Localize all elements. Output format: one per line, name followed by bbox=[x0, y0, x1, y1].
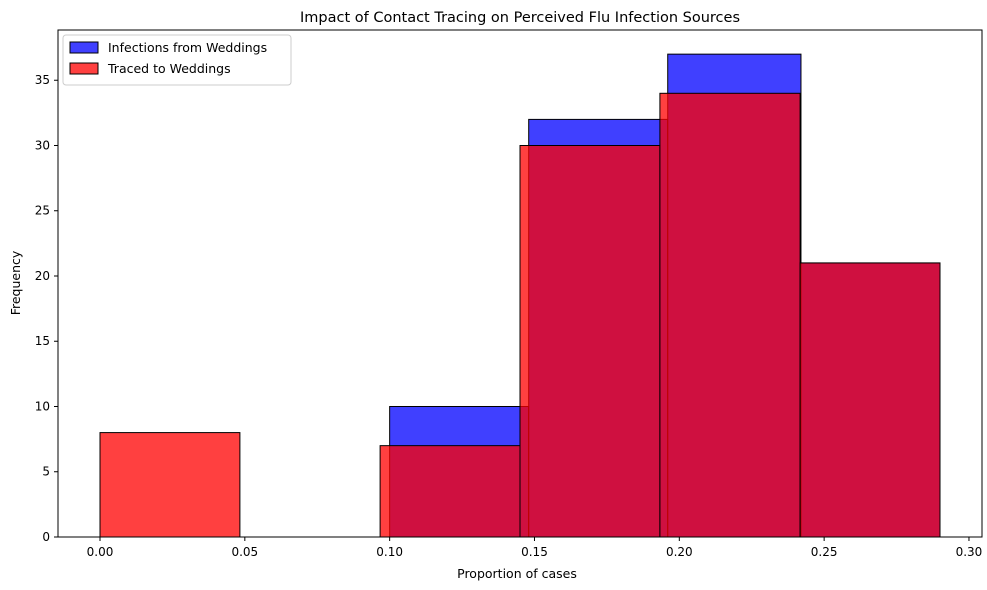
legend-label-infections: Infections from Weddings bbox=[108, 40, 267, 55]
plot-frame bbox=[57, 29, 983, 538]
bar-traced-4 bbox=[799, 262, 941, 538]
y-axis: 0 5 10 15 20 25 30 35 bbox=[35, 73, 58, 544]
y-axis-label: Frequency bbox=[8, 250, 23, 315]
legend: Infections from Weddings Traced to Weddi… bbox=[62, 34, 292, 86]
y-tick-label: 0 bbox=[42, 530, 50, 544]
y-tick-label: 15 bbox=[35, 334, 50, 348]
x-axis-label: Proportion of cases bbox=[457, 566, 577, 581]
x-tick-label: 0.15 bbox=[521, 545, 548, 559]
y-tick-label: 20 bbox=[35, 269, 50, 283]
x-tick-label: 0.30 bbox=[956, 545, 983, 559]
y-tick-label: 35 bbox=[35, 73, 50, 87]
bar-traced-2 bbox=[519, 144, 661, 538]
x-tick-label: 0.25 bbox=[811, 545, 838, 559]
legend-label-traced: Traced to Weddings bbox=[107, 61, 231, 76]
x-tick-label: 0.20 bbox=[666, 545, 693, 559]
legend-swatch-traced bbox=[69, 62, 99, 75]
chart-title: Impact of Contact Tracing on Perceived F… bbox=[300, 10, 740, 26]
bars-layer bbox=[99, 53, 941, 538]
y-tick-label: 25 bbox=[35, 204, 50, 218]
legend-box bbox=[62, 34, 292, 86]
y-tick-label: 30 bbox=[35, 138, 50, 152]
bar-traced-3 bbox=[659, 92, 801, 538]
legend-swatch-infections bbox=[69, 41, 99, 54]
x-tick-label: 0.10 bbox=[376, 545, 403, 559]
y-tick-label: 5 bbox=[42, 465, 50, 479]
bar-traced-1 bbox=[379, 445, 521, 538]
y-tick-label: 10 bbox=[35, 399, 50, 413]
bar-traced-0 bbox=[99, 432, 241, 538]
x-tick-label: 0.00 bbox=[87, 545, 114, 559]
x-axis: 0.00 0.05 0.10 0.15 0.20 0.25 0.30 bbox=[87, 537, 983, 559]
x-tick-label: 0.05 bbox=[231, 545, 258, 559]
